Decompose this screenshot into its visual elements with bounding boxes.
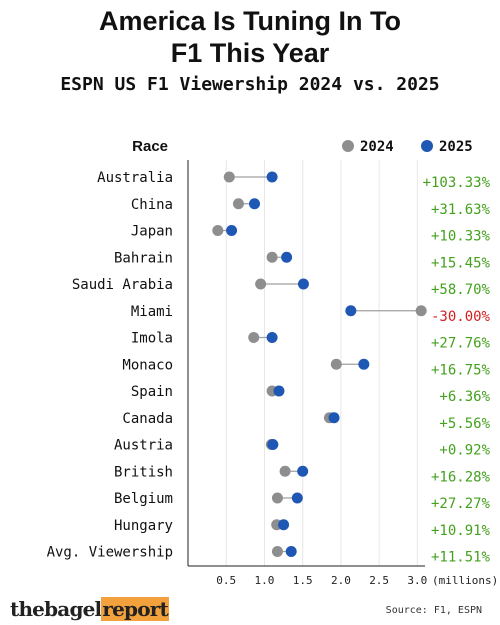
- legend-label-2025: 2025: [439, 139, 473, 155]
- race-label: Monaco: [122, 357, 173, 373]
- point-2025: [297, 465, 309, 477]
- race-label: Miami: [131, 304, 173, 320]
- point-2024: [415, 305, 427, 317]
- change-label: +10.33%: [431, 229, 491, 245]
- point-2024: [266, 251, 278, 263]
- race-label: China: [131, 197, 173, 213]
- point-2024: [330, 358, 342, 370]
- point-2025: [345, 305, 357, 317]
- point-2025: [267, 439, 279, 450]
- point-2024: [223, 171, 235, 183]
- point-2025: [291, 492, 303, 504]
- change-label: +103.33%: [423, 175, 491, 191]
- point-2025: [278, 519, 290, 531]
- race-label: Avg. Viewership: [47, 545, 173, 561]
- point-2025: [297, 278, 309, 290]
- x-tick-label: 0.5: [216, 574, 236, 587]
- point-2025: [281, 251, 293, 263]
- point-2025: [273, 385, 285, 397]
- point-2025: [328, 412, 340, 424]
- change-label: +5.56%: [439, 416, 490, 432]
- change-label: +0.92%: [439, 443, 490, 459]
- point-2024: [271, 546, 283, 557]
- x-tick-label: 1.0: [255, 574, 275, 587]
- change-label: +16.75%: [431, 362, 491, 378]
- point-2025: [266, 332, 278, 343]
- race-label: Canada: [122, 411, 173, 427]
- source-note: Source: F1, ESPN: [385, 605, 482, 616]
- chart-title-line-2: F1 This Year: [170, 38, 330, 68]
- race-label: British: [114, 464, 173, 480]
- change-label: +27.27%: [431, 496, 491, 512]
- legend-label-2024: 2024: [360, 139, 394, 155]
- change-label: +58.70%: [431, 282, 491, 298]
- change-label: +27.76%: [431, 336, 491, 352]
- race-label: Japan: [131, 224, 173, 240]
- chart-subtitle: ESPN US F1 Viewership 2024 vs. 2025: [60, 74, 440, 95]
- change-label: +11.51%: [431, 550, 491, 566]
- legend-marker-2024: [342, 140, 354, 152]
- point-2025: [266, 171, 278, 183]
- point-2024: [232, 198, 244, 210]
- point-2024: [212, 225, 224, 236]
- change-label: -30.00%: [431, 309, 491, 325]
- point-2024: [271, 492, 283, 504]
- x-unit-label: (millions): [432, 574, 498, 587]
- change-label: +16.28%: [431, 469, 491, 485]
- change-label: +15.45%: [431, 255, 491, 271]
- chart-title-line-1: America Is Tuning In To: [98, 6, 402, 36]
- change-label: +31.63%: [431, 202, 491, 218]
- point-2025: [358, 358, 370, 370]
- point-2024: [255, 278, 267, 290]
- brand-text: thebagel: [10, 597, 102, 621]
- race-label: Australia: [97, 170, 173, 186]
- race-label: Saudi Arabia: [72, 277, 173, 293]
- point-2025: [285, 546, 297, 557]
- point-2025: [249, 198, 261, 210]
- x-tick-label: 1.5: [293, 574, 313, 587]
- point-2024: [279, 465, 291, 477]
- race-label: Austria: [114, 438, 173, 454]
- race-label: Imola: [131, 331, 173, 347]
- brand-logo: thebagelreport: [10, 597, 169, 621]
- race-label: Spain: [131, 384, 173, 400]
- brand-text-highlight: report: [101, 597, 169, 621]
- race-label: Bahrain: [114, 250, 173, 266]
- point-2025: [226, 225, 238, 236]
- change-label: +10.91%: [431, 523, 491, 539]
- x-tick-label: 2.5: [369, 574, 389, 587]
- race-label: Belgium: [114, 491, 173, 507]
- x-tick-label: 2.0: [331, 574, 351, 587]
- race-label: Hungary: [114, 518, 173, 534]
- legend-marker-2025: [421, 140, 433, 152]
- point-2024: [248, 332, 260, 343]
- row-header: Race: [132, 138, 168, 155]
- x-tick-label: 3.0: [407, 574, 427, 587]
- change-label: +6.36%: [439, 389, 490, 405]
